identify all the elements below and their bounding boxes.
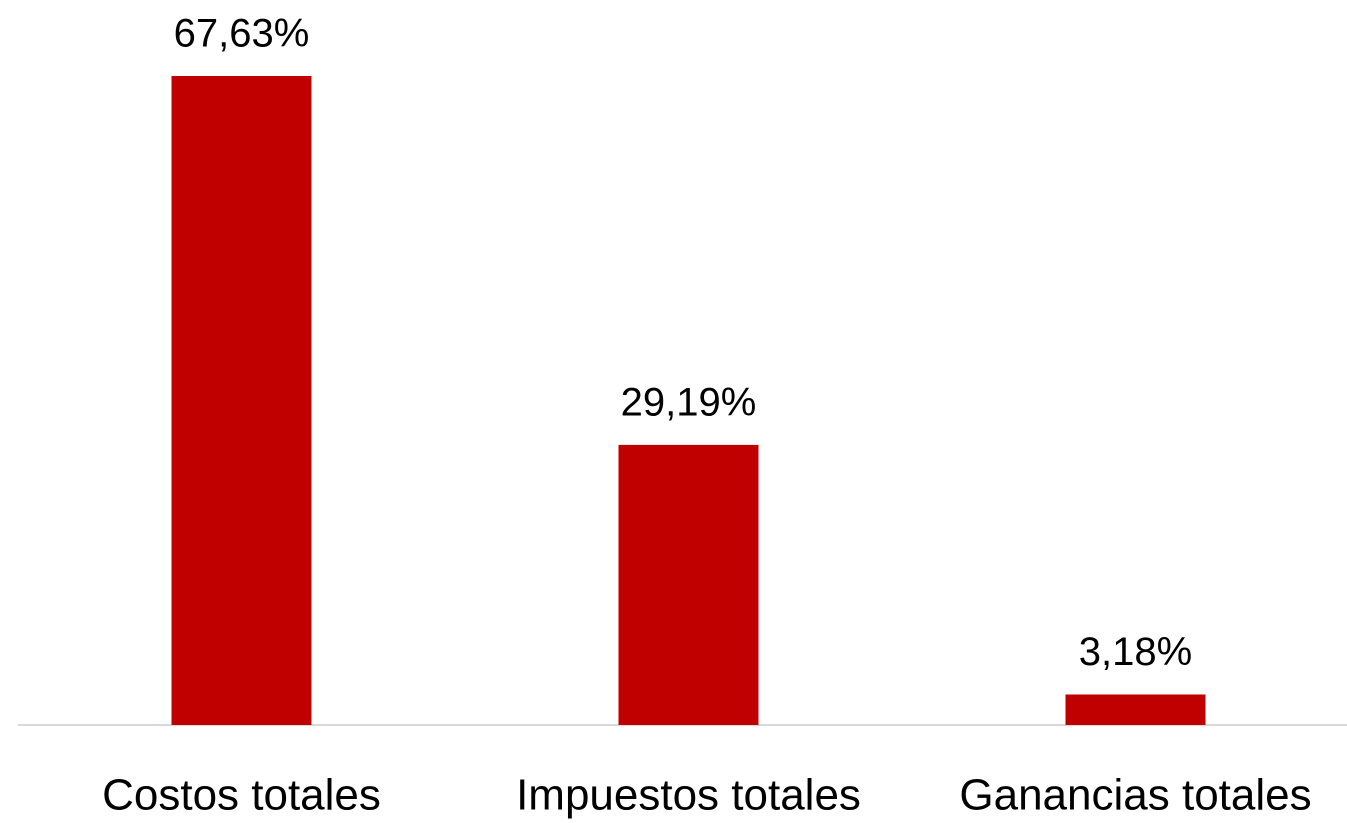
x-tick-label: Impuestos totales: [516, 771, 861, 820]
bar: [1065, 694, 1206, 725]
data-label: 67,63%: [174, 12, 310, 56]
x-tick-label: Ganancias totales: [959, 771, 1311, 820]
data-label: 3,18%: [1079, 630, 1192, 674]
bar: [618, 444, 759, 725]
bar: [171, 76, 312, 725]
x-tick-label: Costos totales: [102, 771, 381, 820]
data-label: 29,19%: [621, 380, 757, 424]
